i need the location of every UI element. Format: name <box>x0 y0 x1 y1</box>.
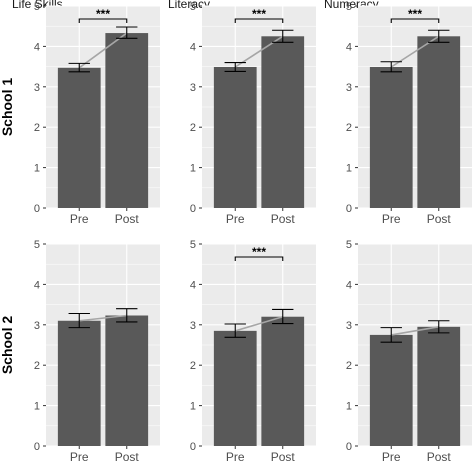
bar <box>417 36 461 208</box>
y-tick-label: 4 <box>346 279 352 291</box>
bar <box>57 67 101 208</box>
bar <box>261 316 305 446</box>
significance-bracket <box>234 18 284 23</box>
x-tick-label: Pre <box>226 212 245 226</box>
y-tick-label: 5 <box>346 239 352 251</box>
significance-bracket-line <box>390 18 440 23</box>
y-tick-label: 3 <box>190 320 196 332</box>
y-tick-label: 4 <box>34 279 40 291</box>
connector-line <box>79 314 127 322</box>
x-tick-label: Pre <box>70 450 89 464</box>
y-tick-label: 2 <box>34 360 40 372</box>
y-tick-label: 2 <box>346 122 352 134</box>
error-bar <box>116 308 138 323</box>
significance-label: *** <box>252 7 266 21</box>
x-tick-label: Post <box>271 212 296 226</box>
y-tick-label: 3 <box>346 320 352 332</box>
y-tick-label: 5 <box>34 239 40 251</box>
x-tick-label: Post <box>271 450 296 464</box>
bar <box>417 326 461 446</box>
significance-bracket <box>234 256 284 261</box>
x-tick-label: Pre <box>70 212 89 226</box>
bar <box>57 320 101 446</box>
error-bar <box>224 323 246 338</box>
bar <box>261 36 305 208</box>
connector-line <box>235 315 283 332</box>
y-tick-label: 0 <box>190 441 196 453</box>
y-tick-label: 2 <box>190 360 196 372</box>
bar <box>369 334 413 446</box>
x-tick-label: Pre <box>226 450 245 464</box>
y-tick-label: 3 <box>34 320 40 332</box>
x-tick-label: Post <box>427 212 452 226</box>
y-tick-label: 4 <box>190 279 196 291</box>
bar <box>369 67 413 208</box>
error-bar <box>68 62 90 73</box>
y-tick-label: 3 <box>190 82 196 94</box>
significance-bracket-line <box>234 18 284 23</box>
significance-bracket <box>390 18 440 23</box>
y-tick-label: 0 <box>34 441 40 453</box>
y-tick-label: 3 <box>346 82 352 94</box>
error-bar <box>116 26 138 39</box>
y-tick-label: 3 <box>34 82 40 94</box>
column-title: Literacy <box>168 0 210 11</box>
significance-label: *** <box>252 245 266 259</box>
y-tick-label: 5 <box>190 239 196 251</box>
x-tick-label: Pre <box>382 212 401 226</box>
y-tick-label: 0 <box>34 203 40 215</box>
error-bar <box>224 62 246 72</box>
y-tick-label: 1 <box>34 401 40 413</box>
y-tick-label: 0 <box>346 203 352 215</box>
significance-bracket-line <box>78 18 128 23</box>
error-bar <box>428 320 450 334</box>
y-tick-label: 1 <box>346 401 352 413</box>
y-tick-label: 5 <box>190 1 196 13</box>
x-tick-label: Post <box>427 450 452 464</box>
significance-label: *** <box>408 7 422 21</box>
x-tick-label: Post <box>115 450 140 464</box>
error-bar <box>272 308 294 325</box>
y-tick-label: 2 <box>34 122 40 134</box>
x-tick-label: Post <box>115 212 140 226</box>
y-tick-label: 4 <box>34 41 40 53</box>
y-tick-label: 1 <box>190 163 196 175</box>
y-tick-label: 0 <box>346 441 352 453</box>
x-tick-label: Pre <box>382 450 401 464</box>
significance-bracket-line <box>234 256 284 261</box>
y-tick-label: 1 <box>190 401 196 413</box>
y-tick-label: 4 <box>190 41 196 53</box>
error-bar <box>380 327 402 343</box>
y-tick-label: 4 <box>346 41 352 53</box>
y-tick-label: 5 <box>34 1 40 13</box>
error-bar <box>428 29 450 43</box>
column-title: Life Skills <box>12 0 63 11</box>
bar <box>105 315 149 446</box>
error-bar <box>380 61 402 73</box>
row-label: School 1 <box>0 78 15 137</box>
error-bar <box>68 312 90 329</box>
bar <box>213 67 257 208</box>
y-tick-label: 0 <box>190 203 196 215</box>
significance-bracket <box>78 18 128 23</box>
y-tick-label: 1 <box>346 163 352 175</box>
column-title: Numeracy <box>324 0 379 11</box>
y-tick-label: 5 <box>346 1 352 13</box>
y-tick-label: 2 <box>346 360 352 372</box>
connector-line <box>234 35 284 68</box>
error-bar <box>272 29 294 43</box>
bar <box>213 330 257 446</box>
y-tick-label: 2 <box>190 122 196 134</box>
y-tick-label: 1 <box>34 163 40 175</box>
significance-label: *** <box>96 7 110 21</box>
connector-line <box>391 326 439 336</box>
bar <box>105 33 149 209</box>
row-label: School 2 <box>0 316 15 375</box>
